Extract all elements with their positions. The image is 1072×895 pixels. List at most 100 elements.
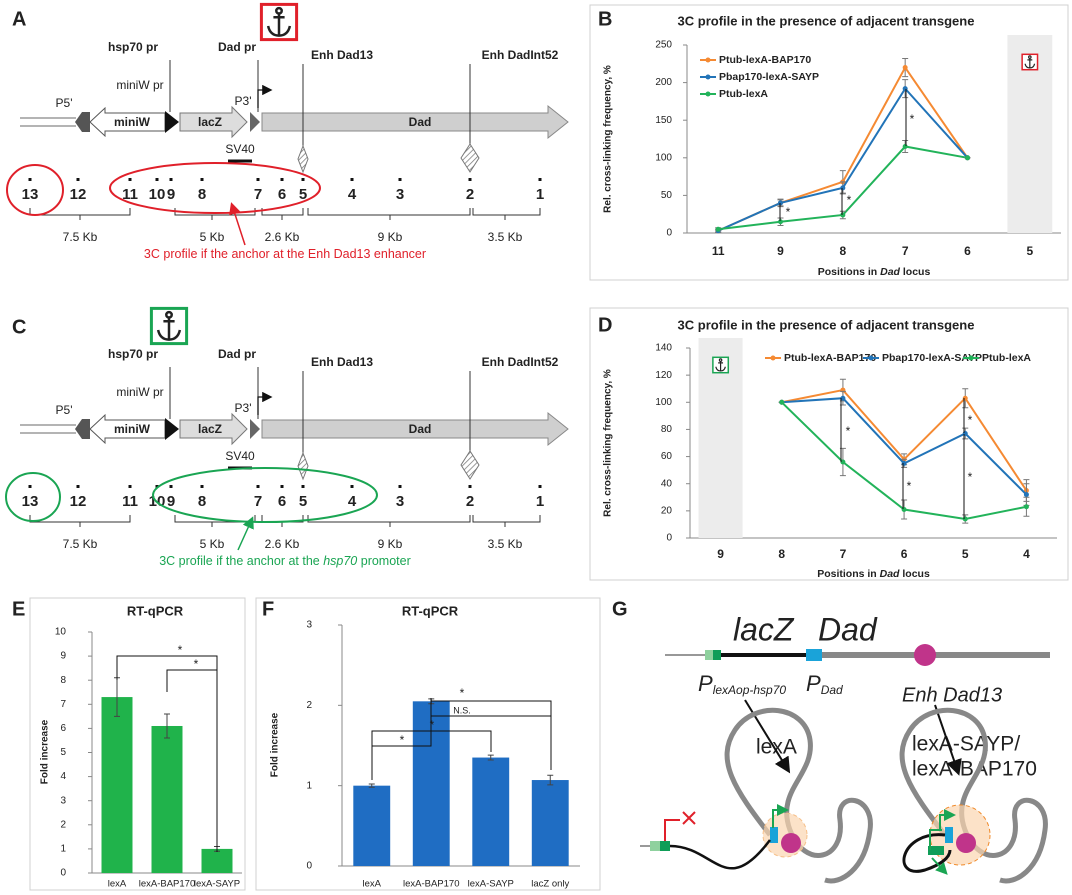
highlight-ellipse xyxy=(6,164,64,216)
legend-swatch xyxy=(705,91,711,97)
lacz-line xyxy=(902,833,952,873)
dad-gene xyxy=(261,411,569,447)
marker-line xyxy=(169,367,471,457)
position-label: 1 xyxy=(536,493,544,510)
lacz-gene xyxy=(179,412,248,446)
distance-label: 9 Kb xyxy=(378,230,403,244)
map-label: Dad pr xyxy=(218,40,256,54)
data-point xyxy=(715,226,721,232)
y-tick-label: 250 xyxy=(655,40,672,51)
significance-label: * xyxy=(847,193,852,207)
condition-label: lexA-SAYP/ xyxy=(912,733,1020,756)
position-dot xyxy=(538,178,542,181)
enhancer xyxy=(460,143,480,173)
series-line xyxy=(781,397,1028,496)
position-label: 2 xyxy=(466,493,474,510)
tss-arrow xyxy=(257,391,273,415)
error-bar xyxy=(547,774,554,786)
y-tick-label: 140 xyxy=(655,343,672,354)
series-line xyxy=(781,388,1028,492)
enhancer xyxy=(297,451,309,481)
panel-label: D xyxy=(598,314,612,336)
distance-bracket xyxy=(307,515,471,527)
x-tick-label: 6 xyxy=(901,547,908,561)
x-tick-label: 7 xyxy=(840,547,847,561)
x-tick-label: lexA-SAYP xyxy=(194,879,240,890)
label-part: 3C profile if the anchor at the xyxy=(159,554,323,568)
map-label: hsp70 pr xyxy=(108,347,158,361)
position-label: 11 xyxy=(122,186,138,203)
dad-promoter xyxy=(945,827,953,843)
panel-label: F xyxy=(262,598,274,620)
p5-element xyxy=(75,112,90,132)
legend-label: Ptub-lexA xyxy=(982,352,1031,364)
distance-label: 3.5 Kb xyxy=(488,230,523,244)
position-label: 6 xyxy=(278,493,286,510)
x-tick-label: lexA-SAYP xyxy=(468,879,514,890)
position-dot xyxy=(128,485,132,488)
distance-bracket xyxy=(29,208,131,220)
position-dot xyxy=(280,178,284,181)
label-part: locus xyxy=(900,266,931,278)
map-label: P5' xyxy=(56,403,73,417)
data-point xyxy=(840,212,846,218)
chart-title: RT-qPCR xyxy=(402,603,459,618)
position-dot xyxy=(301,178,305,181)
chart-title: 3C profile in the presence of adjacent t… xyxy=(678,13,975,28)
lexaop xyxy=(650,841,660,851)
tss-arrow xyxy=(772,804,789,828)
position-dot xyxy=(76,485,80,488)
label: 3C profile if the anchor at the hsp70 pr… xyxy=(159,554,411,568)
caption-arrow xyxy=(229,202,246,246)
distance-label: 5 Kb xyxy=(200,230,225,244)
significance-label: * xyxy=(907,479,912,493)
position-label: 12 xyxy=(70,493,87,510)
enhancer xyxy=(914,644,936,666)
data-point xyxy=(840,185,846,191)
significance-label: * xyxy=(910,112,915,126)
y-tick-label: 40 xyxy=(661,478,673,489)
position-dot xyxy=(200,178,204,181)
hsp70-promoter xyxy=(660,841,670,851)
position-dot xyxy=(468,178,472,181)
distance-bracket xyxy=(29,515,131,527)
position-dot xyxy=(398,485,402,488)
y-tick-label: 2 xyxy=(60,819,66,830)
map-label: miniW xyxy=(114,115,151,129)
position-label: 8 xyxy=(198,186,206,203)
map-label: Enh DadInt52 xyxy=(482,48,559,62)
position-dot xyxy=(169,485,173,488)
data-point xyxy=(779,399,785,405)
dad-promoter xyxy=(806,649,822,661)
distance-label: 2.6 Kb xyxy=(265,537,300,551)
hsp70-promoter xyxy=(713,650,721,660)
position-label: 4 xyxy=(348,186,357,203)
data-point xyxy=(901,460,907,466)
inactive-mark xyxy=(682,811,696,825)
distance-bracket xyxy=(174,515,256,527)
dad-gene xyxy=(261,104,569,140)
position-dot xyxy=(256,178,260,181)
y-tick-label: 100 xyxy=(655,397,672,408)
position-dot xyxy=(76,178,80,181)
enhancer xyxy=(956,833,976,853)
lacz-gene xyxy=(179,105,248,139)
significance-label: * xyxy=(400,733,405,747)
p3-element xyxy=(250,112,260,132)
significance-label: N.S. xyxy=(453,705,471,715)
bar xyxy=(101,697,133,873)
data-point xyxy=(840,395,846,401)
significance-label: * xyxy=(846,424,851,438)
map-label: Enh DadInt52 xyxy=(482,355,559,369)
data-point xyxy=(965,155,970,161)
x-tick-label: lacZ only xyxy=(531,879,569,890)
significance-label: * xyxy=(178,643,183,657)
label-part: Dad xyxy=(821,683,843,697)
position-label: 8 xyxy=(198,493,206,510)
map-label: P5' xyxy=(56,96,73,110)
x-tick-label: lexA xyxy=(363,879,382,890)
map-label: miniW xyxy=(114,422,151,436)
position-label: 10 xyxy=(149,186,166,203)
x-tick-label: 9 xyxy=(717,547,724,561)
label: 3C profile if the anchor at the Enh Dad1… xyxy=(144,247,426,261)
